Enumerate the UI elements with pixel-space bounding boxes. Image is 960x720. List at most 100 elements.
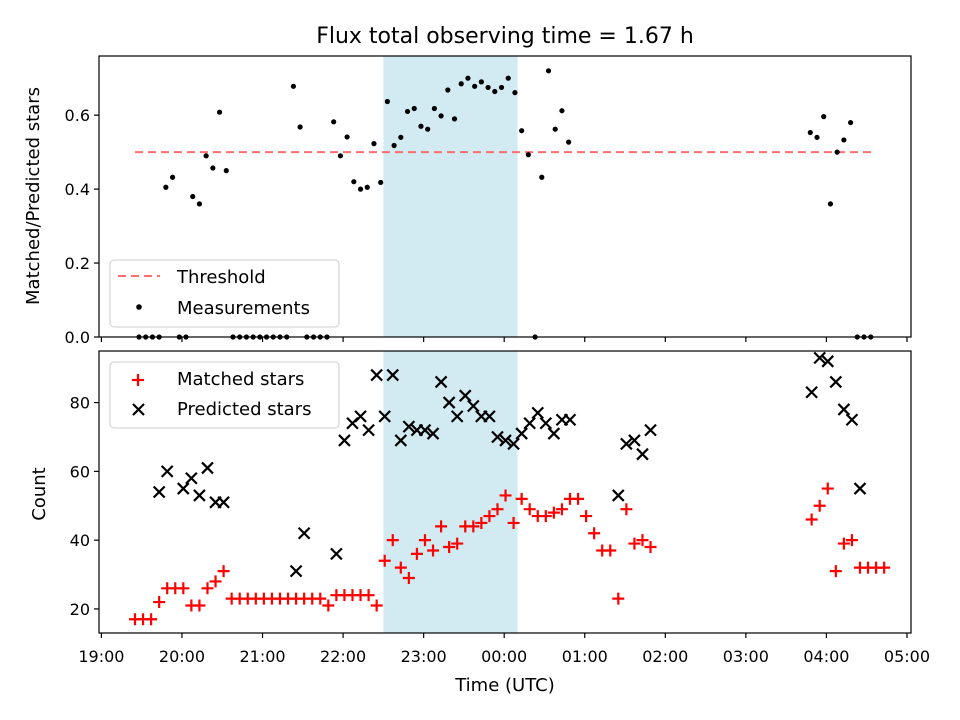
legend-threshold-label: Threshold [176, 267, 266, 288]
predicted-stars-point [523, 416, 536, 430]
matched-stars-point [604, 544, 617, 557]
predicted-stars-point [821, 355, 835, 368]
matched-stars-point [620, 503, 633, 516]
measurement-point [404, 108, 411, 115]
x-tick-label: 05:00 [884, 647, 930, 666]
matched-stars-point [612, 592, 625, 605]
measurement-point [512, 90, 518, 96]
matched-stars-point [555, 503, 568, 516]
matched-stars-point [418, 534, 431, 547]
predicted-stars-point [330, 547, 343, 561]
measurement-point [519, 128, 525, 134]
predicted-stars-point [612, 489, 625, 502]
top-legend-box [109, 259, 340, 328]
matched-stars-point [475, 516, 488, 529]
measurement-point [190, 193, 196, 200]
matched-stars-point [572, 492, 585, 505]
measurement-point [398, 134, 404, 140]
matched-stars-point [314, 592, 327, 605]
measurement-point [847, 119, 854, 126]
highlight-span [383, 351, 518, 633]
matched-stars-point [483, 510, 496, 523]
predicted-stars-point [845, 413, 859, 427]
predicted-stars-point [563, 413, 577, 427]
measurement-point [425, 126, 431, 132]
matched-stars-point [193, 599, 206, 612]
predicted-stars-point [628, 434, 641, 447]
predicted-stars-point [515, 427, 528, 440]
bottom-y-ticks: 20 40 60 80 [70, 394, 99, 619]
bottom-x-ticks: 19:00 20:00 21:00 22:00 23:00 00:00 01:00 02:00… [78, 633, 930, 666]
x-tick-label: 00:00 [481, 647, 527, 666]
measurement-point [431, 105, 437, 112]
measurement-point [411, 105, 417, 112]
predicted-stars-point [160, 465, 174, 478]
predicted-stars-point [636, 447, 649, 461]
x-tick-label: 01:00 [562, 647, 608, 666]
predicted-stars-point [402, 420, 416, 433]
matched-stars-point [539, 510, 552, 523]
measurement-point [331, 119, 337, 125]
bottom-legend-box [109, 361, 340, 429]
matched-stars-point [523, 503, 536, 516]
matched-stars-point [427, 544, 440, 557]
matched-stars-point [805, 513, 818, 526]
measurement-point [203, 153, 209, 159]
matched-stars-point [378, 554, 391, 567]
matched-stars-point [837, 537, 850, 550]
predicted-stars-point [386, 368, 400, 382]
y-tick-label: 0.6 [65, 106, 90, 125]
measurement-point [545, 68, 552, 74]
legend-measurements-swatch [136, 304, 142, 310]
measurement-point [505, 75, 511, 81]
predicted-stars-point [370, 368, 383, 382]
predicted-stars-point [837, 403, 851, 416]
measurement-point [821, 114, 827, 120]
matched-stars-point [636, 534, 649, 547]
predicted-stars-point [805, 385, 818, 399]
top-y-axis-label: Matched/Predicted stars [23, 87, 44, 305]
y-tick-label: 60 [70, 462, 90, 481]
measurement-point [196, 201, 203, 207]
matched-stars-point [443, 541, 456, 554]
x-tick-label: 23:00 [401, 647, 447, 666]
chart-title: Flux total observing time = 1.67 h [316, 24, 694, 49]
y-tick-label: 0.2 [65, 254, 90, 273]
measurement-point [364, 184, 370, 190]
measurement-point [451, 116, 458, 122]
matched-stars-point [467, 520, 480, 533]
x-tick-label: 21:00 [239, 647, 285, 666]
predicted-stars-point [467, 399, 480, 413]
measurement-point [472, 83, 478, 89]
measurement-point [344, 134, 350, 140]
x-tick-label: 04:00 [803, 647, 849, 666]
measurement-point [458, 81, 464, 87]
predicted-stars-point [394, 434, 408, 447]
bottom-axes-frame [98, 350, 912, 634]
predicted-stars-point [644, 423, 657, 437]
predicted-stars-point [185, 471, 198, 485]
predicted-stars-point [152, 485, 166, 499]
measurement-point [478, 79, 484, 85]
measurement-point [378, 179, 384, 186]
measurement-point [566, 139, 572, 145]
measurement-point [834, 149, 840, 155]
measurement-point [297, 124, 303, 130]
matched-stars-point [547, 506, 560, 519]
top-axes-frame [98, 55, 912, 338]
y-tick-label: 40 [70, 531, 90, 550]
matched-stars-point [145, 613, 158, 626]
legend-matched-label: Matched stars [177, 369, 304, 390]
legend-measurements-label: Measurements [177, 298, 310, 319]
measurement-point [371, 141, 377, 147]
predicted-stars-point [539, 416, 553, 430]
predicted-stars-point [450, 410, 464, 423]
measurement-point [492, 88, 498, 95]
measurement-point [552, 126, 558, 132]
measurement-point [485, 84, 491, 91]
x-tick-label: 22:00 [320, 647, 366, 666]
matched-stars-point [451, 537, 464, 550]
predicted-stars-point [483, 410, 496, 423]
matched-stars-point [588, 527, 601, 540]
measurement-point [210, 165, 216, 171]
